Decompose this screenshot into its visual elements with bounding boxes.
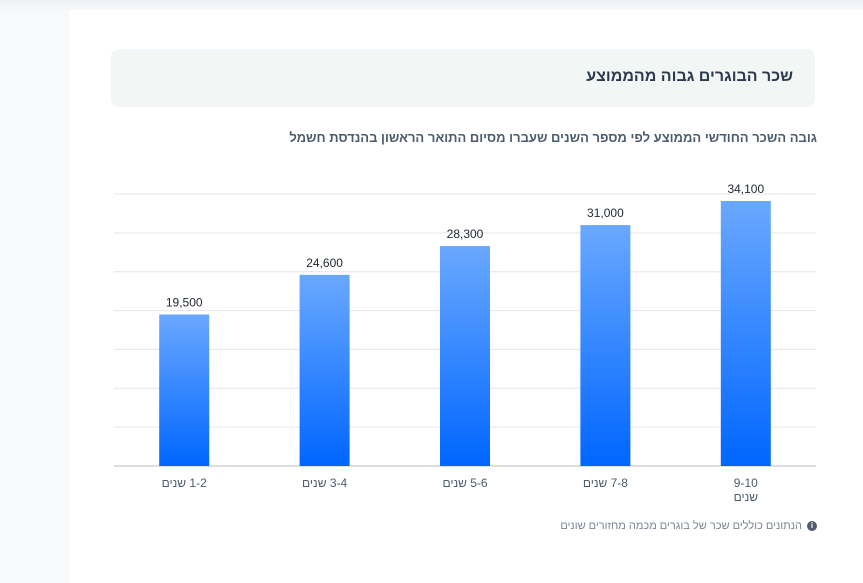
top-bar [0,0,863,12]
bar-1 [299,274,350,466]
value-label-4: 34,100 [727,182,764,196]
info-icon: i [807,521,817,531]
chart-bars [159,200,771,466]
headline-banner: שכר הבוגרים גבוה מהממוצע [111,49,815,107]
x-tick-label-0: 1-2 שנים [162,476,207,490]
value-label-3: 31,000 [587,206,624,220]
banner-title: שכר הבוגרים גבוה מהממוצע [586,68,793,85]
value-label-0: 19,500 [166,295,203,309]
x-tick-label-2: 5-6 שנים [442,476,487,490]
data-note: i הנתונים כוללים שכר של בוגרים מכמה מחזו… [560,520,817,532]
bar-0 [159,314,210,466]
value-label-1: 24,600 [306,256,343,270]
bar-4 [720,200,771,466]
bar-2 [440,246,490,466]
data-note-text: הנתונים כוללים שכר של בוגרים מכמה מחזורי… [560,520,802,532]
x-tick-label-4: 9-10 [734,476,758,490]
chart-value-labels: 19,500 24,600 28,300 31,000 34,100 [166,182,765,309]
x-tick-label-1: 3-4 שנים [302,476,347,490]
chart-title: גובה השכר החודשי הממוצע לפי מספר השנים ש… [289,130,817,145]
x-tick-label-4: שנים [734,490,759,504]
value-label-2: 28,300 [447,227,484,241]
x-tick-label-3: 7-8 שנים [583,476,628,490]
bar-3 [580,225,631,466]
